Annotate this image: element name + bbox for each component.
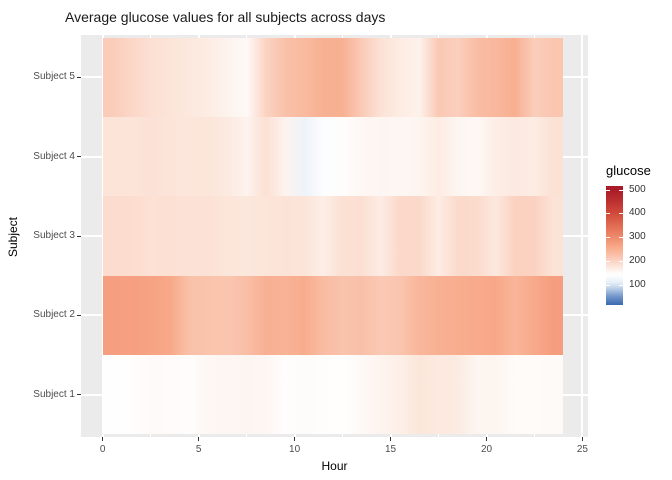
plot-panel [81,35,588,437]
legend-colorbar-tick [619,284,623,286]
legend-tick-label: 400 [629,207,646,219]
legend-colorbar-tick [619,260,623,262]
y-tick-label: Subject 4 [33,150,75,162]
legend-colorbar-tick [606,284,610,286]
legend-colorbar-tick [606,189,610,191]
legend-tick-label: 100 [629,278,646,290]
x-axis-tick [102,437,104,441]
x-axis-tick [486,437,487,441]
x-tick-label: 25 [576,444,588,455]
legend: glucose 500 400 300 200 100 [600,160,672,320]
legend-title: glucose [606,163,651,178]
legend-colorbar [606,186,623,305]
x-axis-tick [198,437,200,441]
y-axis-tick [77,394,81,396]
heatmap-row-subject-2 [102,275,564,356]
legend-colorbar-tick [619,237,623,239]
legend-tick-label: 300 [629,231,646,243]
legend-colorbar-tick [619,189,623,191]
y-tick-label: Subject 5 [33,71,75,83]
y-axis-title: Subject [6,216,20,258]
heatmap-row-subject-1 [102,355,564,435]
plot-title: Average glucose values for all subjects … [65,9,386,25]
heatmap-row-subject-3 [102,196,564,276]
y-tick-label: Subject 1 [33,388,75,400]
y-tick-label: Subject 3 [33,230,75,241]
legend-colorbar-tick [606,237,610,239]
x-tick-label: 20 [480,444,493,455]
legend-colorbar-tick [606,213,610,215]
x-tick-label: 15 [384,444,397,455]
heatmap-row-subject-5 [102,37,564,117]
x-axis-tick [581,437,583,441]
y-axis-tick [77,76,81,78]
heatmap-row-subject-4 [102,116,564,197]
y-axis-tick [77,314,81,316]
legend-tick-label: 200 [629,254,646,266]
y-axis-tick [77,235,81,237]
y-axis-tick [77,156,81,158]
x-axis-tick [390,437,392,441]
legend-colorbar-tick [606,260,610,262]
legend-colorbar-tick [619,213,623,215]
x-axis-tick [294,437,296,441]
legend-tick-label: 500 [629,183,646,195]
x-axis-title: Hour [321,459,348,473]
y-tick-label: Subject 2 [33,309,75,321]
x-tick-label: 10 [289,444,301,455]
x-tick-label: 5 [195,444,202,455]
x-tick-label: 0 [99,444,106,455]
